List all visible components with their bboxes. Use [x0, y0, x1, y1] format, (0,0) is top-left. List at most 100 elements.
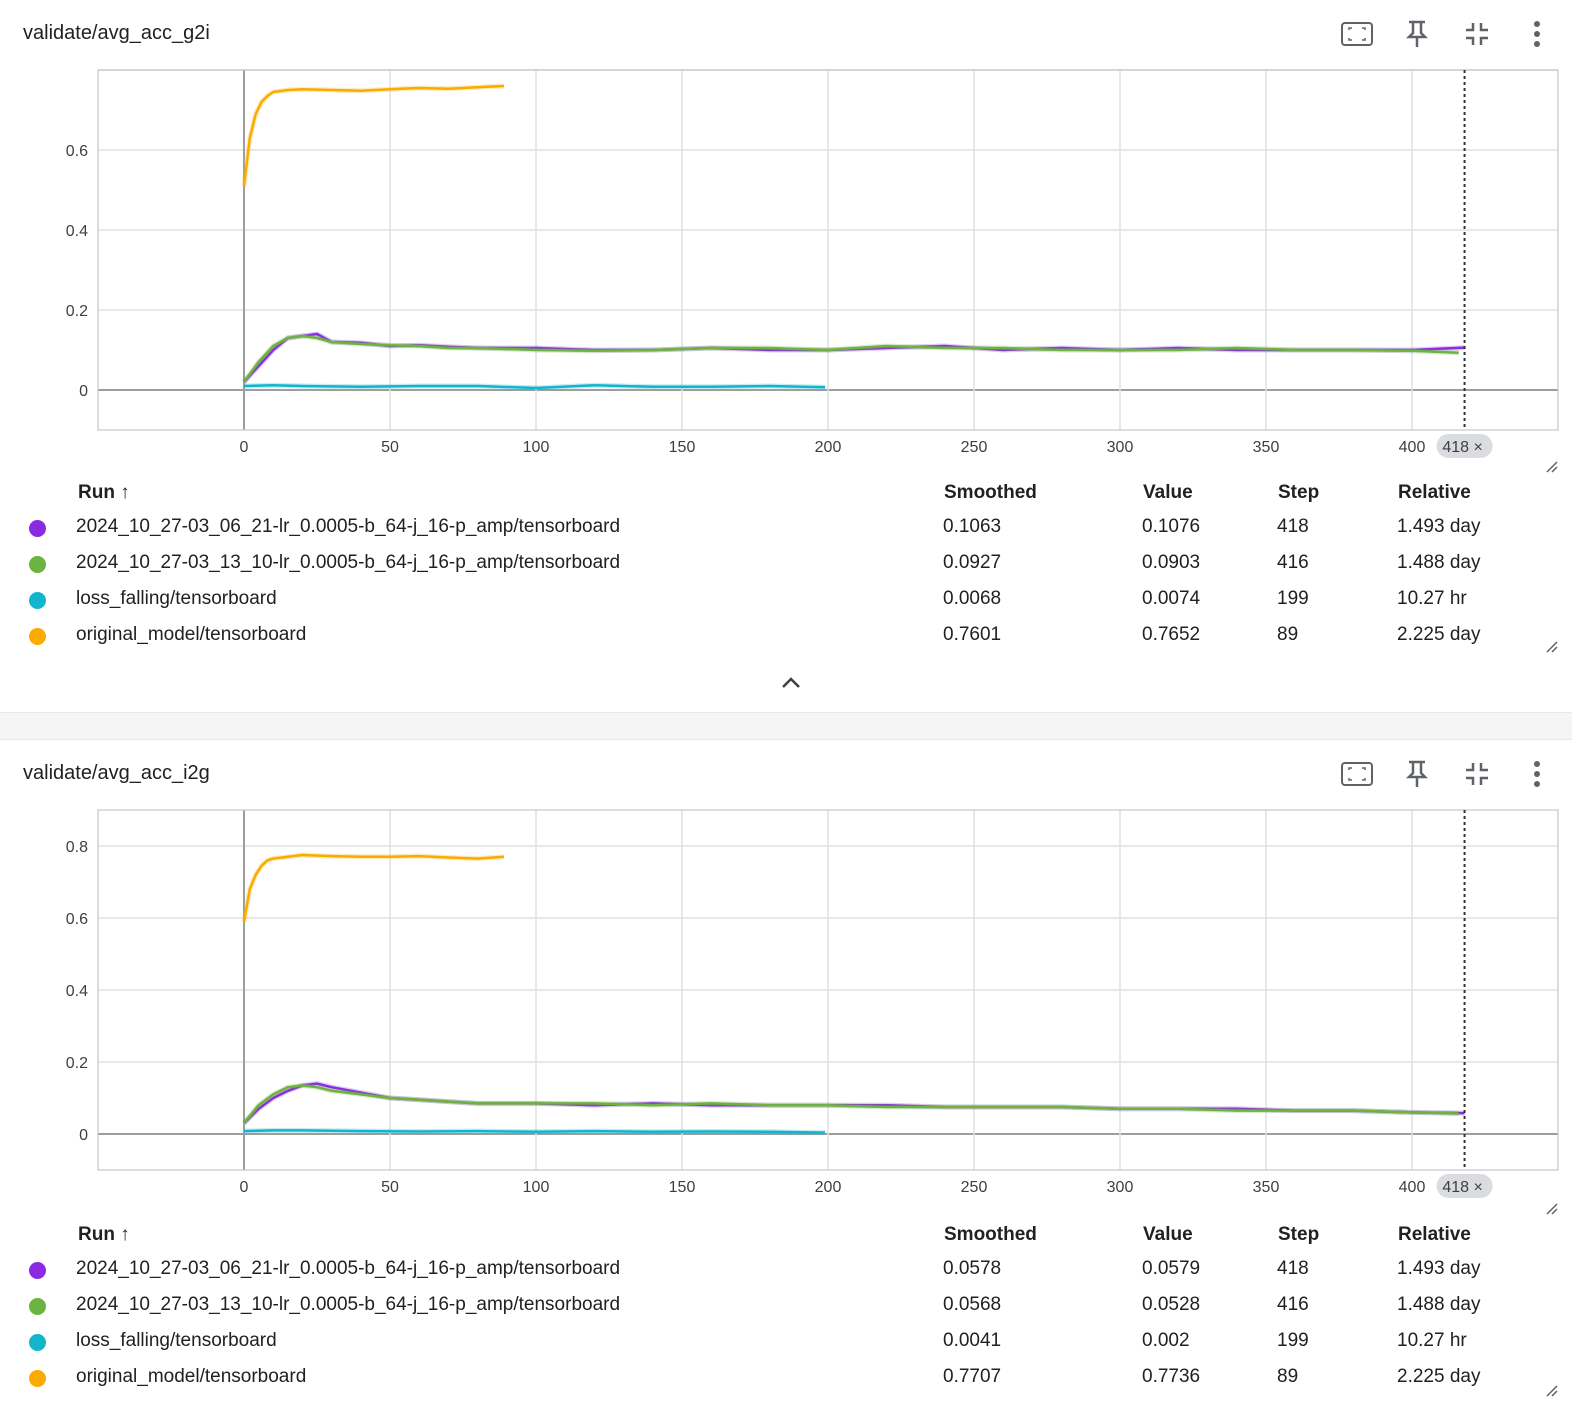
run-name: 2024_10_27-03_06_21-lr_0.0005-b_64-j_16-…: [76, 516, 621, 537]
x-tick-label: 150: [669, 439, 696, 456]
series-line: [242, 334, 1459, 383]
x-tick-label: 300: [1107, 439, 1134, 456]
relative-time: 10.27 hr: [1397, 1330, 1467, 1351]
run-name: loss_falling/tensorboard: [76, 588, 277, 609]
card-separator: [0, 712, 1572, 740]
raw-value: 0.0903: [1142, 552, 1201, 573]
resize-handle-icon[interactable]: [1545, 1384, 1559, 1398]
smoothed-value: 0.7601: [943, 624, 1002, 645]
raw-value: 0.0579: [1142, 1258, 1201, 1279]
step-value: 416: [1277, 552, 1309, 573]
run-name: original_model/tensorboard: [76, 624, 307, 645]
more-vert-icon[interactable]: [1516, 14, 1558, 54]
smoothed-value: 0.1063: [943, 516, 1002, 537]
y-tick-label: 0.2: [66, 1055, 88, 1072]
resize-handle-icon[interactable]: [1545, 1202, 1559, 1216]
value-column-header[interactable]: Value: [1143, 1224, 1193, 1245]
step-cursor-label: 418 ×: [1442, 439, 1482, 456]
series-line: [243, 332, 1465, 383]
plot-frame: [97, 809, 1559, 1171]
step-value: 89: [1277, 1366, 1299, 1387]
run-column-header[interactable]: Run ↑: [78, 482, 130, 503]
card-toolbar: [1336, 754, 1558, 794]
table-row[interactable]: 2024_10_27-03_06_21-lr_0.0005-b_64-j_16-…: [0, 1252, 1572, 1288]
smoothed-value: 0.0568: [943, 1294, 1002, 1315]
value-column-header[interactable]: Value: [1143, 482, 1193, 503]
y-tick-label: 0: [79, 383, 88, 400]
x-tick-label: 0: [240, 1179, 249, 1196]
x-tick-label: 200: [815, 1179, 842, 1196]
table-row[interactable]: loss_falling/tensorboard 0.0041 0.002 19…: [0, 1324, 1572, 1360]
step-value: 199: [1277, 588, 1309, 609]
relative-time: 2.225 day: [1397, 624, 1481, 645]
run-name: 2024_10_27-03_13_10-lr_0.0005-b_64-j_16-…: [76, 552, 621, 573]
relative-time: 1.488 day: [1397, 1294, 1481, 1315]
y-tick-label: 0.8: [66, 839, 88, 856]
run-name: 2024_10_27-03_06_21-lr_0.0005-b_64-j_16-…: [76, 1258, 621, 1279]
table-row[interactable]: loss_falling/tensorboard 0.0068 0.0074 1…: [0, 582, 1572, 618]
fit-screen-icon[interactable]: [1336, 14, 1378, 54]
series-line: [243, 383, 826, 390]
run-color-dot: [29, 1262, 46, 1279]
pin-icon[interactable]: [1396, 14, 1438, 54]
step-cursor-chip: [1436, 434, 1493, 458]
relative-column-header[interactable]: Relative: [1398, 1224, 1471, 1245]
line-chart[interactable]: 0 0.2 0.4 0.6 0 50 100 150 200 250 300 350 400 418 ×: [0, 60, 1572, 460]
series-raw-line: [241, 333, 1459, 384]
card-toolbar: [1336, 14, 1558, 54]
step-value: 416: [1277, 1294, 1309, 1315]
collapse-icon[interactable]: [1456, 754, 1498, 794]
run-column-header[interactable]: Run ↑: [78, 1224, 130, 1245]
card-title: validate/avg_acc_i2g: [23, 762, 210, 784]
run-color-dot: [29, 556, 46, 573]
x-tick-label: 350: [1253, 1179, 1280, 1196]
raw-value: 0.7652: [1142, 624, 1201, 645]
more-vert-icon[interactable]: [1516, 754, 1558, 794]
run-color-dot: [29, 1298, 46, 1315]
relative-time: 1.493 day: [1397, 1258, 1481, 1279]
step-column-header[interactable]: Step: [1278, 1224, 1320, 1245]
relative-time: 1.488 day: [1397, 552, 1481, 573]
x-tick-label: 50: [381, 439, 399, 456]
smoothed-value: 0.0041: [943, 1330, 1002, 1351]
scalar-card-g2i: validate/avg_acc_g2i 0 0.2 0.4 0.6 0 50 100 150…: [0, 14, 1572, 693]
smoothed-value: 0.0927: [943, 552, 1002, 573]
raw-value: 0.1076: [1142, 516, 1201, 537]
chevron-up-icon[interactable]: [776, 673, 806, 693]
x-tick-label: 300: [1107, 1179, 1134, 1196]
smoothed-column-header[interactable]: Smoothed: [944, 482, 1037, 503]
table-row[interactable]: original_model/tensorboard 0.7707 0.7736…: [0, 1360, 1572, 1396]
y-tick-label: 0.2: [66, 303, 88, 320]
table-row[interactable]: 2024_10_27-03_06_21-lr_0.0005-b_64-j_16-…: [0, 510, 1572, 546]
run-color-dot: [29, 520, 46, 537]
y-tick-label: 0: [79, 1127, 88, 1144]
table-row[interactable]: 2024_10_27-03_13_10-lr_0.0005-b_64-j_16-…: [0, 1288, 1572, 1324]
x-tick-label: 50: [381, 1179, 399, 1196]
collapse-icon[interactable]: [1456, 14, 1498, 54]
plot-frame: [97, 69, 1559, 431]
table-header: Run ↑ Smoothed Value Step Relative: [0, 476, 1572, 510]
fit-screen-icon[interactable]: [1336, 754, 1378, 794]
resize-handle-icon[interactable]: [1545, 460, 1559, 474]
table-row[interactable]: 2024_10_27-03_13_10-lr_0.0005-b_64-j_16-…: [0, 546, 1572, 582]
pin-icon[interactable]: [1396, 754, 1438, 794]
smoothed-value: 0.0068: [943, 588, 1002, 609]
series-raw-line: [242, 1081, 1465, 1125]
run-color-dot: [29, 1370, 46, 1387]
run-color-dot: [29, 628, 46, 645]
y-tick-label: 0.4: [66, 223, 88, 240]
raw-value: 0.0528: [1142, 1294, 1201, 1315]
smoothed-column-header[interactable]: Smoothed: [944, 1224, 1037, 1245]
x-tick-label: 200: [815, 439, 842, 456]
table-row[interactable]: original_model/tensorboard 0.7601 0.7652…: [0, 618, 1572, 654]
raw-value: 0.002: [1142, 1330, 1190, 1351]
step-column-header[interactable]: Step: [1278, 482, 1320, 503]
smoothed-value: 0.0578: [943, 1258, 1002, 1279]
y-tick-label: 0.6: [66, 911, 88, 928]
relative-column-header[interactable]: Relative: [1398, 482, 1471, 503]
x-tick-label: 400: [1399, 439, 1426, 456]
line-chart[interactable]: 0 0.2 0.4 0.6 0.8 0 50 100 150 200 250 300 350 400 418…: [0, 800, 1572, 1200]
series-raw-line: [241, 852, 505, 923]
y-tick-label: 0.4: [66, 983, 88, 1000]
resize-handle-icon[interactable]: [1545, 640, 1559, 654]
